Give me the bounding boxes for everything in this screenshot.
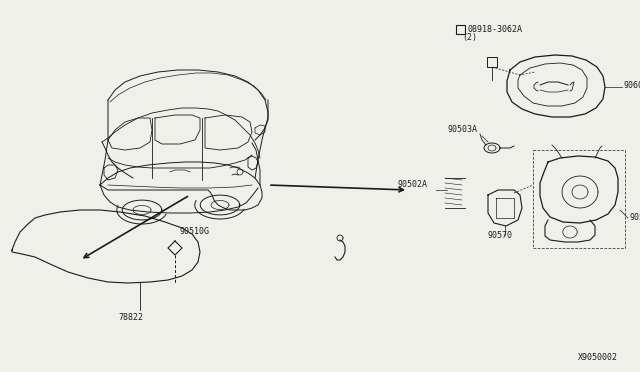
Text: 78822: 78822 [118,313,143,322]
Text: X9050002: X9050002 [578,353,618,362]
Text: 90570: 90570 [488,231,513,240]
Text: 90605: 90605 [624,81,640,90]
Text: 90502A: 90502A [398,180,428,189]
Text: 08918-3062A: 08918-3062A [467,26,522,35]
Bar [487,57,497,67]
Text: 90502: 90502 [630,214,640,222]
Bar [456,25,465,34]
Text: 90503A: 90503A [448,125,478,134]
Text: (2): (2) [462,33,477,42]
Text: 90510G: 90510G [180,228,210,237]
